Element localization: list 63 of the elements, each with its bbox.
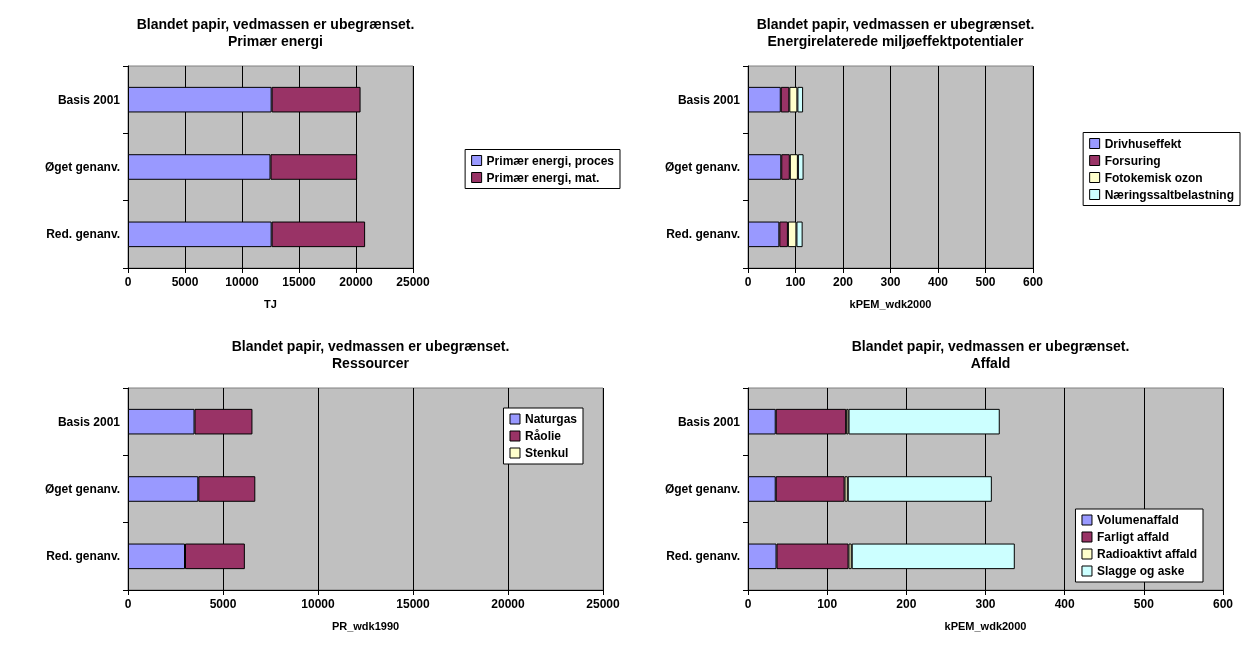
chart-subtitle: Primær energi	[228, 33, 323, 49]
y-tick-label: Basis 2001	[677, 92, 741, 107]
y-tick-label: Basis 2001	[57, 414, 121, 429]
x-tick-label: 400	[1054, 597, 1075, 611]
y-tick-label: Red. genanv.	[46, 227, 120, 242]
x-tick-label: 25000	[586, 597, 621, 611]
y-tick-label: Øget genanv.	[664, 160, 740, 174]
x-tick-label: 15000	[396, 597, 431, 611]
x-tick-label: 20000	[491, 597, 526, 611]
x-tick-label: 500	[1133, 597, 1155, 611]
y-tick-label: Øget genanv.	[44, 482, 120, 496]
legend-label: Radioaktivt affald	[1096, 547, 1198, 561]
x-tick-label: 0	[124, 275, 132, 289]
chart-title: Blandet papir, vedmassen er ubegrænset.	[756, 16, 1035, 32]
x-tick-label: 5000	[209, 597, 237, 611]
legend-label: Fotokemisk ozon	[1104, 170, 1203, 185]
x-tick-label: 0	[744, 275, 752, 289]
x-tick-label: 0	[124, 597, 132, 611]
x-tick-label: 100	[785, 275, 806, 289]
chart-subtitle: Ressourcer	[331, 355, 410, 371]
chart-title: Blandet papir, vedmassen er ubegrænset.	[851, 338, 1130, 354]
legend-label: Stenkul	[524, 446, 569, 460]
y-tick-label: Basis 2001	[57, 92, 121, 107]
x-tick-label: 400	[927, 275, 949, 289]
legend-label: Drivhuseffekt	[1104, 136, 1182, 151]
x-tick-label: 300	[975, 597, 996, 611]
y-tick-label: Red. genanv.	[666, 549, 740, 564]
x-tick-label: 0	[744, 597, 752, 611]
x-tick-label: 25000	[396, 275, 431, 289]
x-axis-title: kPEM_wdk2000	[944, 619, 1027, 632]
x-tick-label: 300	[880, 275, 901, 289]
y-tick-label: Red. genanv.	[666, 227, 740, 242]
x-axis-title: TJ	[264, 297, 277, 310]
legend-label: Slagge og aske	[1096, 564, 1185, 578]
x-tick-label: 100	[817, 597, 838, 611]
x-tick-label: 600	[1212, 597, 1234, 611]
legend-label: Primær energi, proces	[486, 153, 615, 168]
chart-title: Blandet papir, vedmassen er ubegrænset.	[231, 338, 510, 354]
x-axis-title: kPEM_wdk2000	[849, 297, 932, 310]
x-tick-label: 10000	[225, 275, 260, 289]
y-tick-label: Red. genanv.	[46, 549, 120, 564]
legend-label: Naturgas	[524, 412, 578, 426]
x-tick-label: 200	[832, 275, 854, 289]
legend-label: Forsuring	[1104, 153, 1161, 168]
x-tick-label: 600	[1022, 275, 1044, 289]
x-tick-label: 500	[975, 275, 996, 289]
y-tick-label: Basis 2001	[677, 414, 741, 429]
legend-label: Næringssaltbelastning	[1104, 187, 1234, 202]
x-axis-title: PR_wdk1990	[331, 619, 400, 632]
x-tick-label: 5000	[171, 275, 199, 289]
chart-subtitle: Affald	[970, 355, 1011, 371]
x-tick-label: 200	[896, 597, 917, 611]
chart-subtitle: Energirelaterede miljøeffektpotentialer	[767, 33, 1025, 49]
legend-label: Råolie	[524, 429, 562, 443]
y-tick-label: Øget genanv.	[44, 160, 120, 174]
chart-title: Blandet papir, vedmassen er ubegrænset.	[136, 16, 415, 32]
legend-label: Volumenaffald	[1096, 513, 1179, 527]
x-tick-label: 15000	[282, 275, 317, 289]
y-tick-label: Øget genanv.	[664, 482, 740, 496]
legend-label: Primær energi, mat.	[486, 170, 600, 185]
x-tick-label: 10000	[301, 597, 336, 611]
legend-label: Farligt affald	[1096, 530, 1169, 544]
x-tick-label: 20000	[339, 275, 374, 289]
